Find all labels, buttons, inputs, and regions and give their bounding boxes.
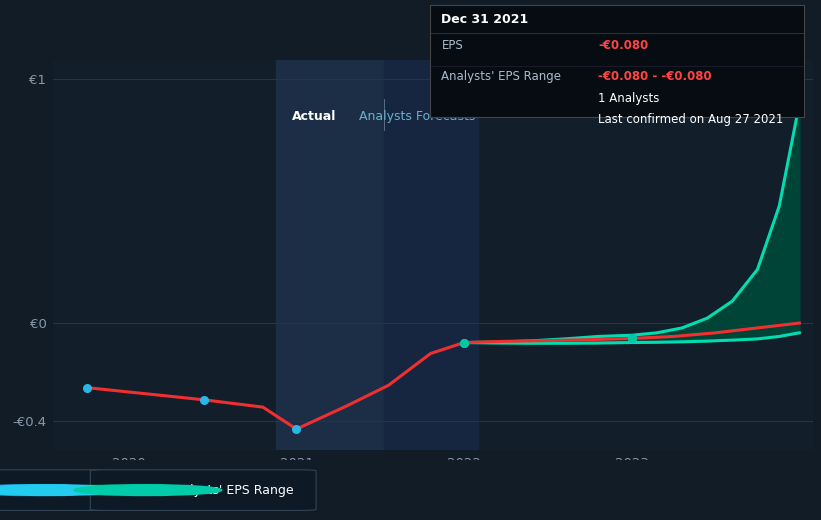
- Bar: [277, 60, 383, 450]
- Circle shape: [0, 485, 103, 496]
- Circle shape: [53, 485, 201, 496]
- Text: Analysts' EPS Range: Analysts' EPS Range: [166, 484, 293, 497]
- Text: Last confirmed on Aug 27 2021: Last confirmed on Aug 27 2021: [599, 112, 784, 125]
- Text: Actual: Actual: [292, 110, 337, 123]
- Text: 1 Analysts: 1 Analysts: [599, 93, 660, 106]
- Text: Analysts Forecasts: Analysts Forecasts: [359, 110, 475, 123]
- Circle shape: [74, 485, 222, 496]
- Circle shape: [0, 485, 123, 496]
- Text: Dec 31 2021: Dec 31 2021: [442, 13, 529, 26]
- FancyBboxPatch shape: [90, 470, 316, 511]
- Text: -€0.080: -€0.080: [599, 39, 649, 51]
- Text: -€0.080 - -€0.080: -€0.080 - -€0.080: [599, 70, 712, 83]
- FancyBboxPatch shape: [0, 470, 111, 511]
- Text: EPS: EPS: [67, 484, 90, 497]
- Text: EPS: EPS: [442, 39, 463, 51]
- Text: Analysts' EPS Range: Analysts' EPS Range: [442, 70, 562, 83]
- Bar: [383, 60, 478, 450]
